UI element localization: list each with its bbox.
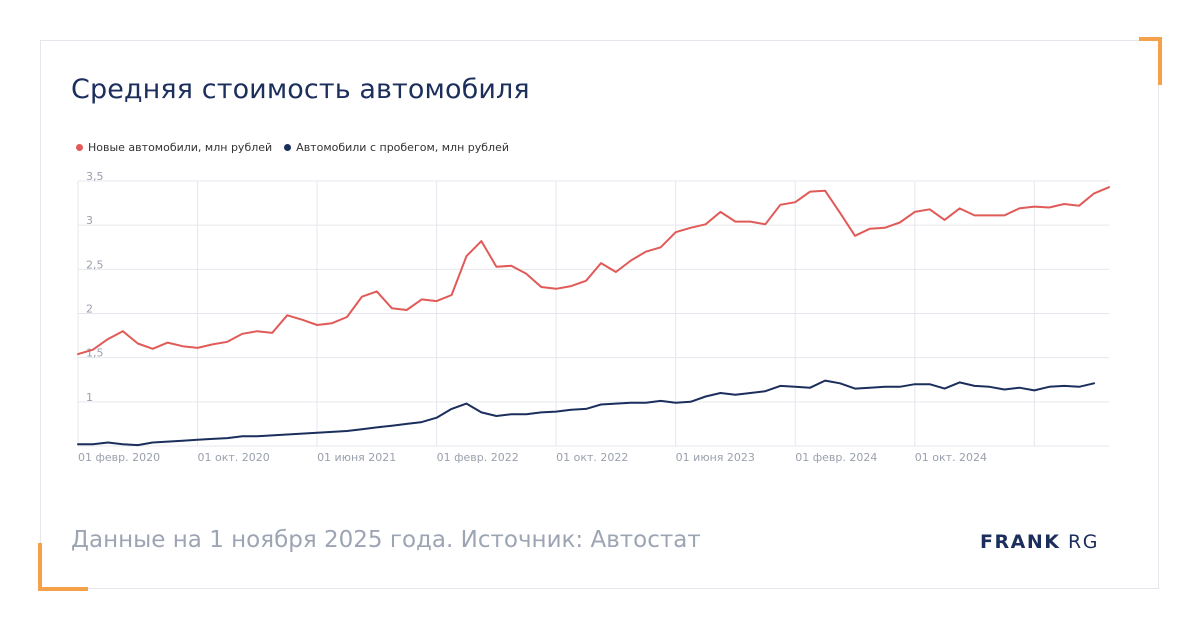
x-tick-label: 01 окт. 2022: [556, 451, 628, 464]
legend-marker-used: [284, 144, 292, 151]
x-tick-label: 01 июня 2021: [317, 451, 396, 464]
x-tick-label: 01 февр. 2022: [437, 451, 519, 464]
source-footnote: Данные на 1 ноября 2025 года. Источник: …: [71, 527, 701, 553]
legend-label-used: Автомобили с пробегом, млн рублей: [296, 141, 509, 154]
x-tick-label: 01 окт. 2020: [198, 451, 270, 464]
legend-item-new: Новые автомобили, млн рублей: [76, 141, 272, 154]
legend-item-used: Автомобили с пробегом, млн рублей: [284, 141, 509, 154]
x-tick-label: 01 февр. 2024: [795, 451, 877, 464]
series-line-new-cars: [77, 186, 1110, 356]
y-tick-label: 3: [86, 214, 93, 227]
y-tick-label: 1: [86, 391, 93, 404]
chart-title: Средняя стоимость автомобиля: [71, 74, 530, 105]
y-tick-label: 2,5: [86, 258, 104, 271]
x-tick-label: 01 февр. 2020: [78, 451, 160, 464]
corner-accent-bottom-left: [38, 543, 88, 591]
y-tick-label: 2: [86, 303, 93, 316]
x-tick-label: 01 окт. 2024: [915, 451, 987, 464]
brand-logo: FRANK RG: [980, 531, 1099, 553]
legend-marker-new: [76, 144, 83, 151]
chart-card: [40, 40, 1159, 589]
x-tick-label: 01 июня 2023: [676, 451, 755, 464]
chart-legend: Новые автомобили, млн рублей Автомобили …: [76, 141, 509, 154]
legend-label-new: Новые автомобили, млн рублей: [88, 141, 273, 154]
logo-rg: RG: [1068, 531, 1099, 553]
series-line-used-cars: [77, 379, 1096, 447]
logo-frank: FRANK: [980, 531, 1061, 553]
y-tick-label: 3,5: [86, 170, 104, 183]
corner-accent-top-right: [1139, 37, 1162, 85]
